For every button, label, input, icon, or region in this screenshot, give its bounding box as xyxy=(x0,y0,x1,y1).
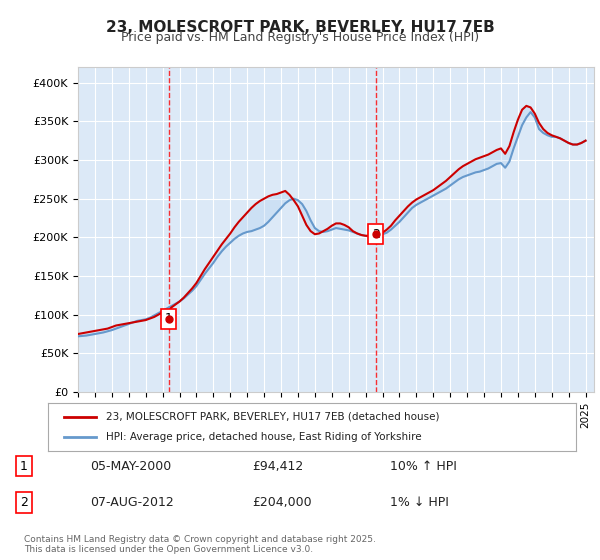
Text: Contains HM Land Registry data © Crown copyright and database right 2025.
This d: Contains HM Land Registry data © Crown c… xyxy=(24,535,376,554)
Text: 23, MOLESCROFT PARK, BEVERLEY, HU17 7EB (detached house): 23, MOLESCROFT PARK, BEVERLEY, HU17 7EB … xyxy=(106,412,440,422)
Text: 05-MAY-2000: 05-MAY-2000 xyxy=(90,460,171,473)
Text: 1% ↓ HPI: 1% ↓ HPI xyxy=(390,496,449,509)
Text: HPI: Average price, detached house, East Riding of Yorkshire: HPI: Average price, detached house, East… xyxy=(106,432,422,442)
Text: Price paid vs. HM Land Registry's House Price Index (HPI): Price paid vs. HM Land Registry's House … xyxy=(121,31,479,44)
Text: 1: 1 xyxy=(20,460,28,473)
Text: 1: 1 xyxy=(164,312,172,325)
Text: 10% ↑ HPI: 10% ↑ HPI xyxy=(390,460,457,473)
Text: 2: 2 xyxy=(20,496,28,509)
Text: 2: 2 xyxy=(372,228,380,241)
Text: £204,000: £204,000 xyxy=(252,496,311,509)
Text: 07-AUG-2012: 07-AUG-2012 xyxy=(90,496,174,509)
Text: 23, MOLESCROFT PARK, BEVERLEY, HU17 7EB: 23, MOLESCROFT PARK, BEVERLEY, HU17 7EB xyxy=(106,20,494,35)
Text: £94,412: £94,412 xyxy=(252,460,303,473)
